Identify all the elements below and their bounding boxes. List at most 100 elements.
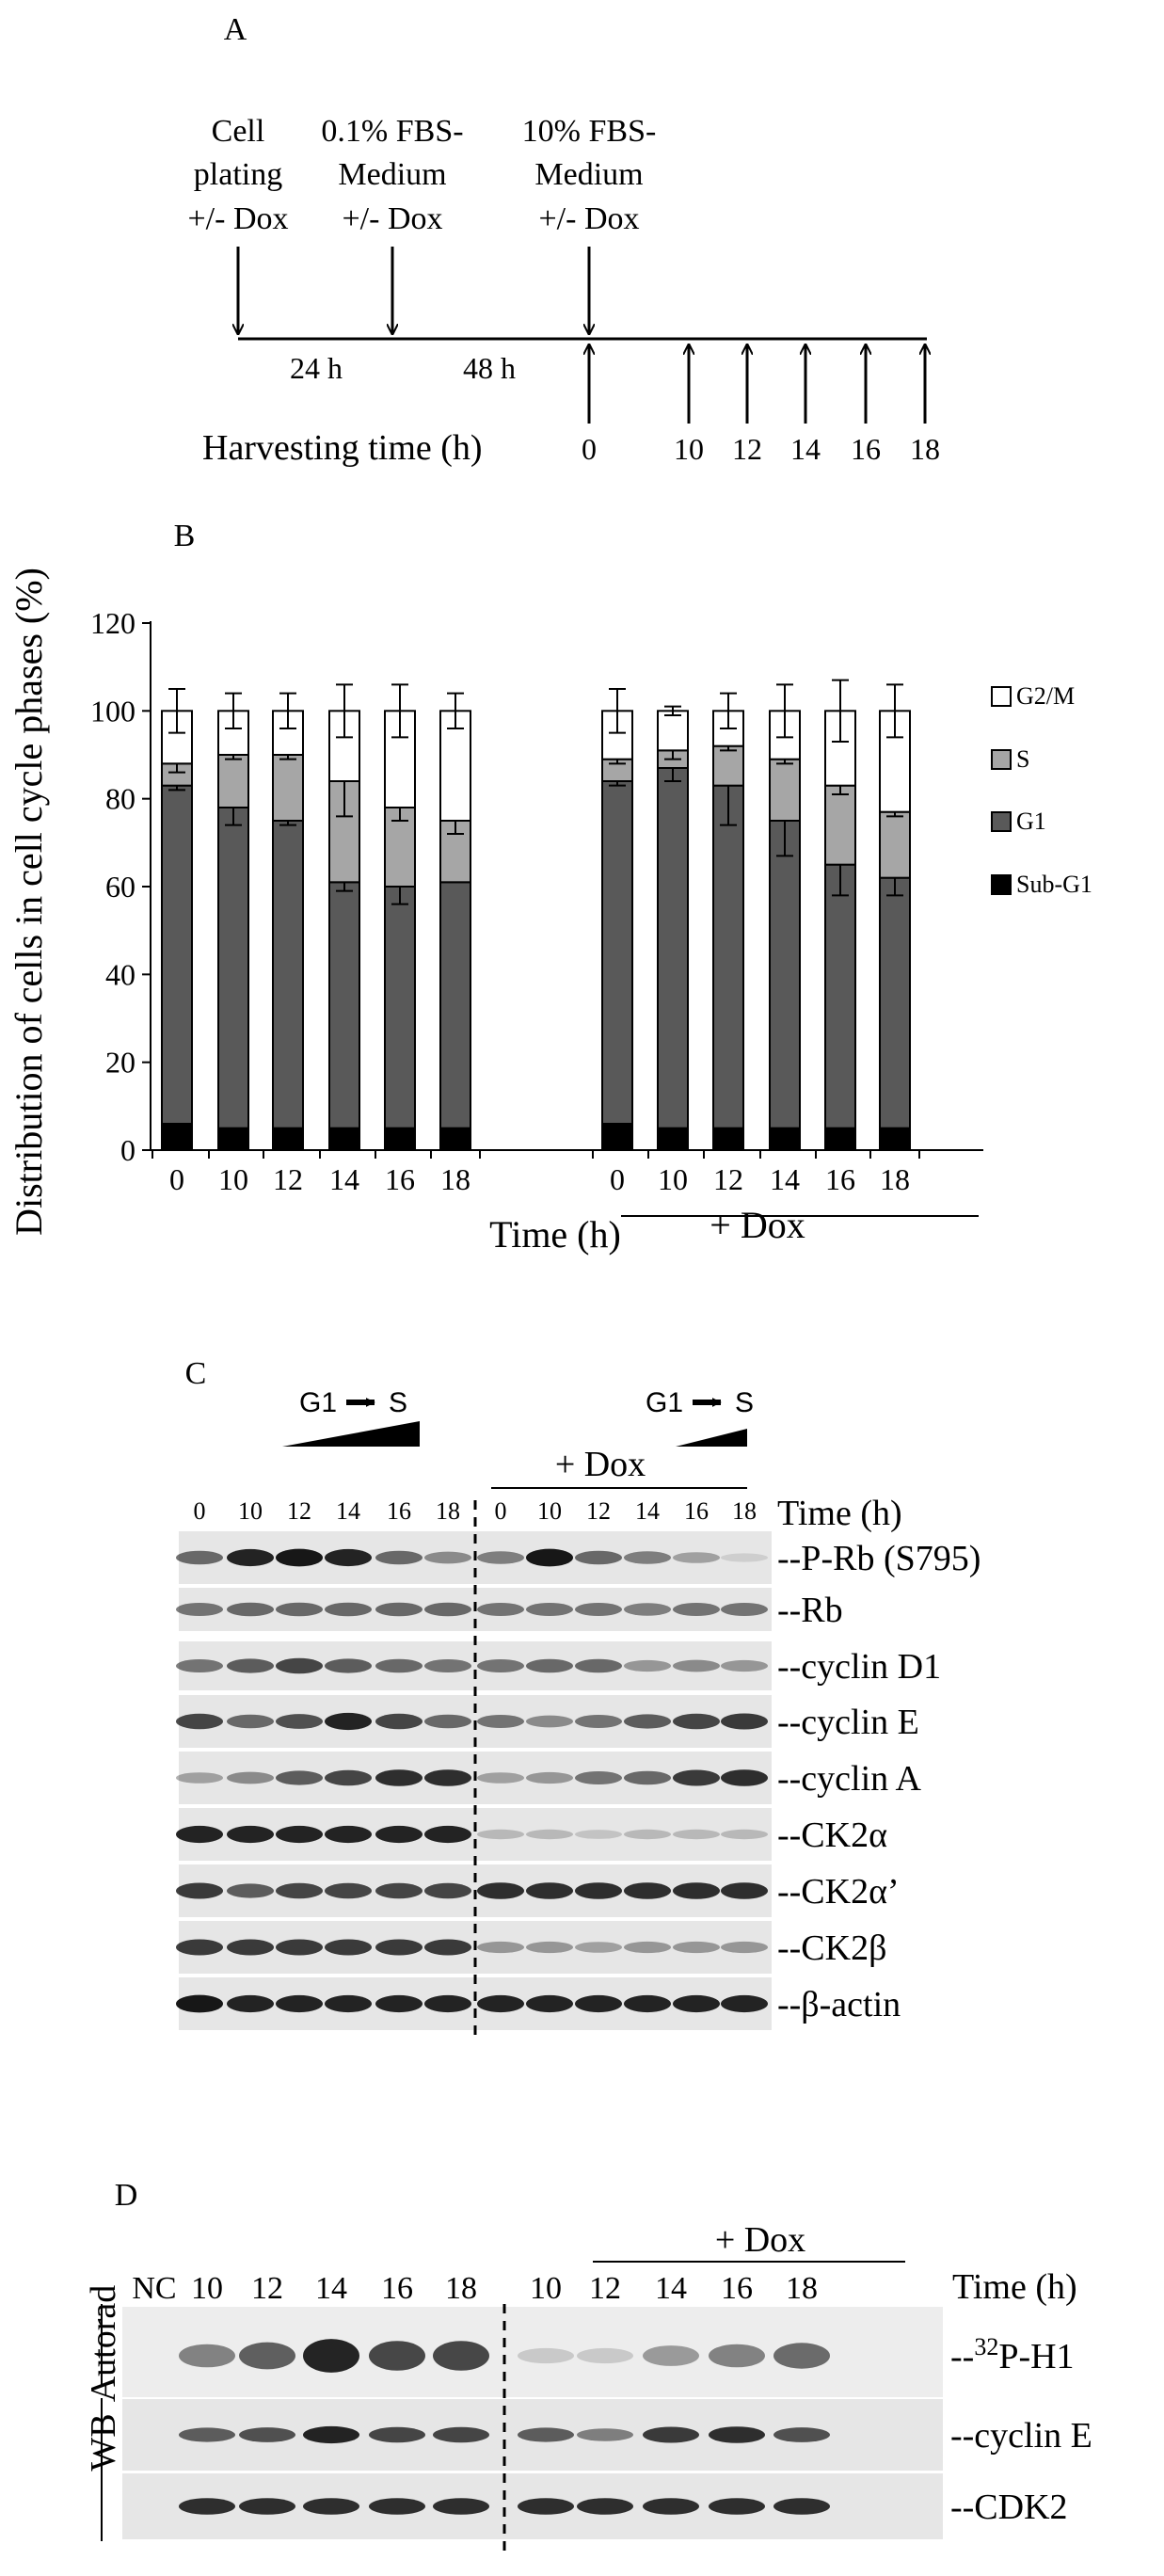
blot-band	[477, 1882, 524, 1899]
blot-band	[518, 2498, 574, 2515]
bar-g1	[272, 820, 304, 1129]
blot-band	[227, 1771, 274, 1784]
blot-band	[375, 1994, 423, 2013]
blot-band	[721, 1994, 768, 2013]
harvest-time-16: 16	[851, 432, 881, 466]
lane-label: 12	[251, 2271, 283, 2306]
x-tick-label: 12	[273, 1162, 303, 1196]
lane-label: 16	[684, 1497, 709, 1525]
label-text: P-H1	[998, 2337, 1074, 2376]
blot-band	[526, 1941, 573, 1954]
chart-xlabel: Time (h)	[489, 1213, 621, 1256]
bar-g2-m	[657, 710, 689, 752]
blot-band	[624, 1770, 671, 1785]
blot-row-label: --Rb	[777, 1591, 843, 1630]
lane-label: 12	[287, 1497, 311, 1525]
bar-s	[769, 758, 801, 823]
blot-band	[624, 1551, 671, 1564]
blot-band	[721, 1769, 768, 1786]
blot-band	[227, 1714, 274, 1729]
s-label-right: S	[735, 1387, 754, 1418]
blot-band	[276, 1882, 323, 1899]
blot-band	[239, 2427, 295, 2442]
g1-s-wedge-left	[282, 1421, 420, 1447]
s-label-left: S	[389, 1387, 407, 1418]
time-label-c: Time (h)	[777, 1494, 902, 1533]
blot-band	[575, 1550, 622, 1565]
blot-band	[673, 1941, 720, 1954]
blot-band	[239, 2498, 295, 2515]
x-tick-label: 12	[713, 1162, 743, 1196]
autorad-side-label: Autorad	[84, 2285, 123, 2403]
blot-band	[643, 2498, 699, 2515]
blot-row-label: --CK2α’	[777, 1872, 900, 1912]
blot-band	[325, 1825, 372, 1844]
blot-band	[673, 1659, 720, 1672]
blot-band	[303, 2339, 359, 2373]
blot-band	[276, 1825, 323, 1844]
blot-band	[325, 1658, 372, 1673]
bar-g1	[824, 863, 856, 1129]
blot-band	[369, 2498, 425, 2515]
blot-band	[325, 1602, 372, 1617]
g1-label-left: G1	[299, 1387, 337, 1418]
blot-band	[526, 1603, 573, 1616]
blot-band	[577, 2347, 633, 2364]
interval-48h: 48 h	[463, 351, 516, 385]
blot-band	[673, 1603, 720, 1616]
legend-swatch	[991, 811, 1012, 832]
bar-g1	[384, 886, 416, 1129]
blot-band	[575, 1994, 622, 2013]
blot-band	[624, 1882, 671, 1899]
blot-band	[276, 1939, 323, 1956]
blot-row-label: --CDK2	[950, 2488, 1068, 2527]
blot-band	[673, 1882, 720, 1899]
blot-row-label: --CK2β	[777, 1928, 886, 1968]
blot-band	[276, 1770, 323, 1785]
blot-band	[375, 1550, 423, 1565]
blot-band	[325, 1882, 372, 1899]
panel-a-label: A	[224, 12, 247, 47]
lane-label: 0	[194, 1497, 206, 1525]
blot-band	[575, 1942, 622, 1953]
blot-row-label: --cyclin E	[950, 2416, 1092, 2456]
lane-label: 14	[635, 1497, 660, 1525]
blot-band	[375, 1602, 423, 1617]
dox-group-label: + Dox	[710, 1204, 805, 1246]
blot-band	[709, 2426, 765, 2443]
x-tick-label: 16	[825, 1162, 855, 1196]
blot-band	[227, 1602, 274, 1617]
y-tick-label: 0	[120, 1133, 136, 1167]
lane-label: 18	[436, 1497, 460, 1525]
bar-s	[217, 754, 249, 808]
blot-band	[575, 1658, 622, 1673]
blot-band	[433, 2498, 489, 2515]
blot-band	[433, 2426, 489, 2443]
legend-label: Sub-G1	[1016, 871, 1092, 898]
blot-band	[176, 1939, 223, 1956]
y-tick-label: 100	[90, 694, 136, 728]
blot-band	[424, 1714, 471, 1729]
blot-band	[721, 1941, 768, 1954]
blot-band	[424, 1602, 471, 1617]
event-cell-plating-line3: +/- Dox	[188, 201, 289, 236]
blot-band	[227, 1939, 274, 1956]
blot-band	[369, 2341, 425, 2371]
bar-s	[824, 784, 856, 866]
blot-band	[325, 1769, 372, 1786]
x-tick-label: 10	[658, 1162, 688, 1196]
blot-band	[526, 1829, 573, 1840]
blot-band	[643, 2426, 699, 2443]
y-tick-label: 40	[105, 957, 136, 991]
blot-band	[375, 1658, 423, 1673]
event-high-serum-line3: +/- Dox	[539, 201, 640, 236]
lane-label: 12	[586, 1497, 611, 1525]
western-blot-c: 0 10 12 14 16 18 0 10 12 14 16 18 --P-Rb (S795) --Rb -…	[176, 1497, 981, 2042]
blot-band	[424, 1551, 471, 1564]
blot-band	[176, 1713, 223, 1730]
blot-band	[477, 1994, 524, 2013]
blot-band	[176, 1550, 223, 1565]
lane-label: 16	[721, 2271, 753, 2306]
blot-row-label: --β-actin	[777, 1985, 901, 2024]
